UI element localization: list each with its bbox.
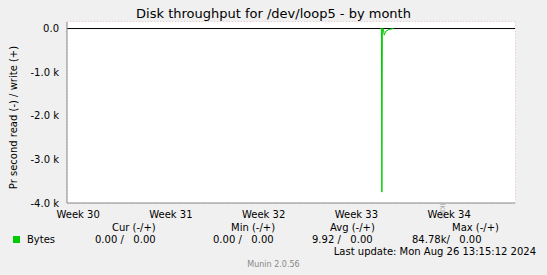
html-text:Bytes: Bytes	[27, 234, 56, 245]
html-text:9.92 / 0.00: 9.92 / 0.00	[312, 234, 373, 245]
html-text:Min (-/+): Min (-/+)	[231, 222, 276, 233]
svg-text:-1.0 k: -1.0 k	[31, 67, 60, 78]
svg-text:Week 31: Week 31	[149, 209, 192, 220]
svg-text:-3.0 k: -3.0 k	[31, 154, 60, 165]
html-text:Pr second read (-) / write (+): Pr second read (-) / write (+)	[7, 45, 19, 190]
svg-text:Week 34: Week 34	[427, 209, 470, 220]
html-text:Last update: Mon Aug 26 13:15:: Last update: Mon Aug 26 13:15:12 2024	[333, 246, 536, 257]
html-text:Avg (-/+): Avg (-/+)	[330, 222, 375, 233]
svg-text:Week 32: Week 32	[242, 209, 285, 220]
html-text:RRDTOOL / TOBI OETIKER: RRDTOOL / TOBI OETIKER	[438, 128, 446, 220]
html-text:84.78k/ 0.00: 84.78k/ 0.00	[412, 234, 482, 245]
svg-text:0.0: 0.0	[43, 23, 59, 34]
html-text:Max (-/+): Max (-/+)	[452, 222, 499, 233]
html-text:0.00 / 0.00: 0.00 / 0.00	[95, 234, 156, 245]
html-text:Cur (-/+): Cur (-/+)	[112, 222, 156, 233]
html-text:Munin 2.0.56: Munin 2.0.56	[247, 260, 300, 269]
svg-text:Week 30: Week 30	[56, 209, 99, 220]
html-text:0.00 / 0.00: 0.00 / 0.00	[213, 234, 274, 245]
html-text:Disk throughput for /dev/loop5: Disk throughput for /dev/loop5 - by mont…	[136, 6, 411, 21]
svg-text:-4.0 k: -4.0 k	[31, 198, 60, 209]
svg-text:Week 33: Week 33	[335, 209, 378, 220]
svg-text:-2.0 k: -2.0 k	[31, 110, 60, 121]
